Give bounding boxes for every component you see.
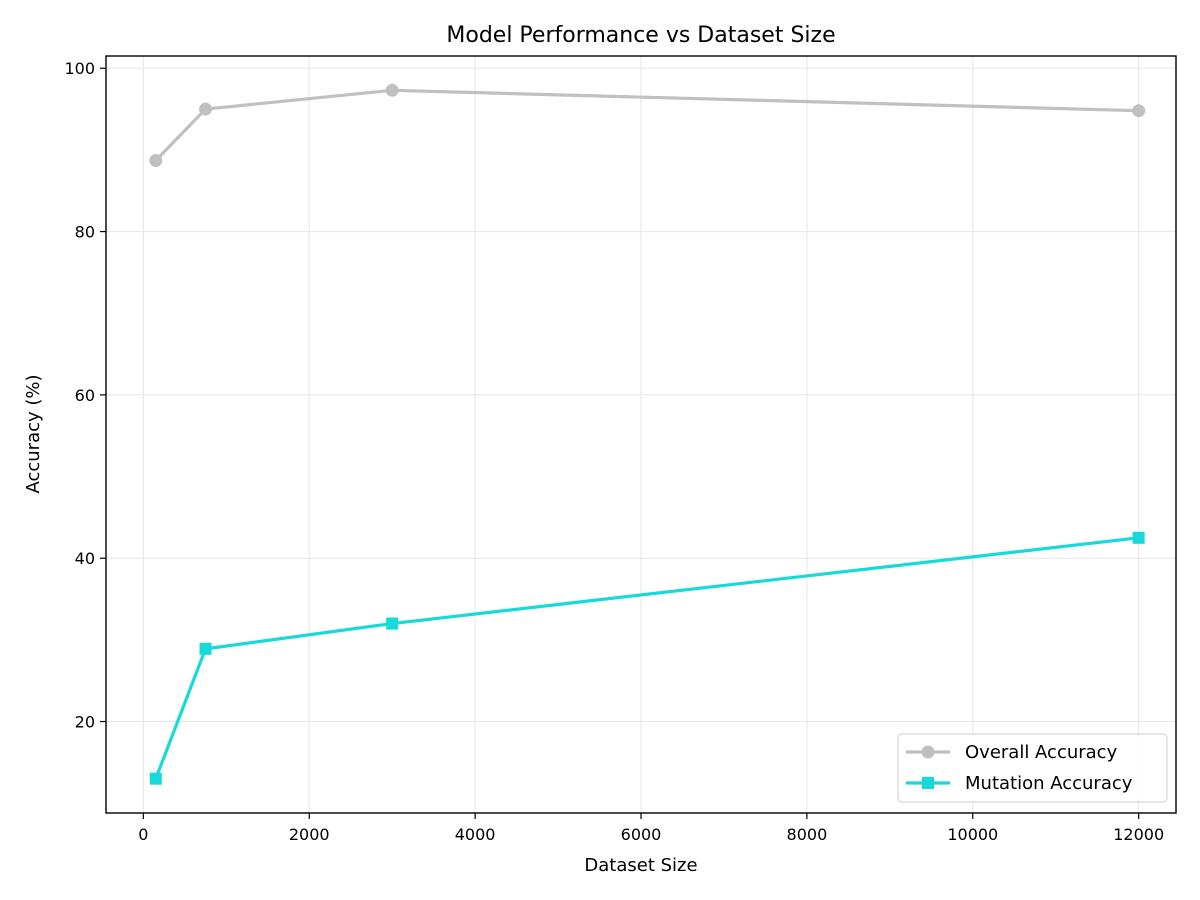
legend-item-mutation-accuracy: Mutation Accuracy bbox=[906, 773, 1133, 794]
data-point-mutation-accuracy bbox=[149, 772, 162, 785]
grid-lines bbox=[106, 56, 1176, 813]
y-tick-label: 20 bbox=[75, 713, 95, 732]
y-axis-label: Accuracy (%) bbox=[23, 374, 44, 493]
x-tick-label: 8000 bbox=[787, 825, 828, 844]
x-tick-label: 10000 bbox=[947, 825, 998, 844]
legend-label: Mutation Accuracy bbox=[965, 773, 1133, 794]
data-point-mutation-accuracy bbox=[386, 617, 399, 630]
series-mutation-accuracy bbox=[149, 531, 1145, 785]
data-point-mutation-accuracy bbox=[1132, 531, 1145, 544]
y-tick-label: 80 bbox=[75, 223, 95, 242]
series-line-mutation-accuracy bbox=[154, 536, 1141, 781]
data-point-overall-accuracy bbox=[1132, 104, 1146, 118]
x-axis-label: Dataset Size bbox=[584, 855, 697, 876]
y-tick-label: 40 bbox=[75, 549, 95, 568]
data-point-overall-accuracy bbox=[149, 154, 163, 168]
data-point-overall-accuracy bbox=[385, 83, 399, 97]
legend-box bbox=[897, 733, 1168, 803]
x-tick-label: 2000 bbox=[289, 825, 330, 844]
x-tick-label: 4000 bbox=[455, 825, 496, 844]
y-tick-label: 100 bbox=[64, 59, 95, 78]
data-point-mutation-accuracy bbox=[199, 642, 212, 655]
y-axis-ticks: 20 40 60 80 100 bbox=[64, 59, 106, 732]
x-tick-label: 6000 bbox=[621, 825, 662, 844]
series-overall-accuracy bbox=[149, 83, 1146, 168]
legend-swatch-marker bbox=[921, 745, 935, 759]
y-tick-label: 60 bbox=[75, 386, 95, 405]
x-tick-label: 0 bbox=[138, 825, 148, 844]
legend: Overall Accuracy Mutation Accuracy bbox=[897, 733, 1168, 803]
legend-item-overall-accuracy: Overall Accuracy bbox=[906, 742, 1118, 763]
chart-title: Model Performance vs Dataset Size bbox=[446, 23, 835, 48]
series-line-overall-accuracy bbox=[154, 88, 1141, 163]
data-point-overall-accuracy bbox=[199, 102, 213, 116]
x-axis-ticks: 0 2000 4000 6000 8000 10000 12000 bbox=[138, 813, 1164, 844]
series-layer bbox=[149, 83, 1146, 785]
x-tick-label: 12000 bbox=[1113, 825, 1164, 844]
legend-label: Overall Accuracy bbox=[965, 742, 1118, 763]
legend-swatch-marker bbox=[922, 777, 934, 789]
